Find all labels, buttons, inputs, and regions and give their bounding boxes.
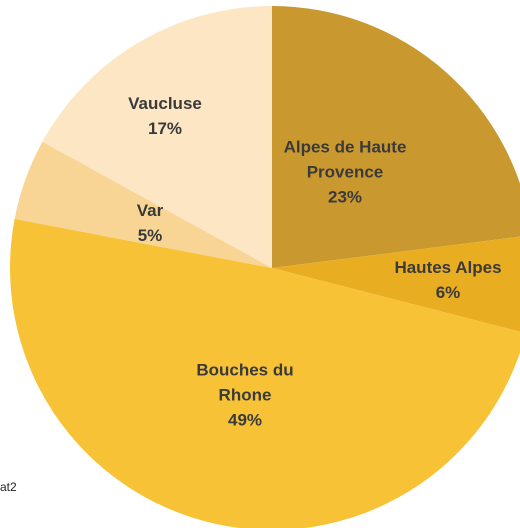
slice-label: Bouches du Rhone 49% [180, 358, 310, 433]
slice-label: Var 5% [120, 198, 180, 248]
slice-label: Vaucluse 17% [115, 91, 215, 141]
pie-slice [272, 236, 520, 332]
pie-slice [272, 6, 520, 268]
slice-name: Hautes Alpes [394, 258, 502, 277]
slice-value: 5% [137, 226, 163, 245]
pie-slice [42, 6, 272, 268]
pie-slice [10, 218, 520, 528]
slice-value: 17% [147, 119, 183, 138]
slice-name: Var [136, 201, 164, 220]
slice-name: Vaucluse [128, 94, 202, 113]
slice-value: 49% [227, 410, 263, 430]
slice-value: 6% [435, 283, 461, 302]
slice-label: Hautes Alpes 6% [378, 255, 518, 305]
slice-name: Bouches du Rhone [196, 360, 294, 405]
sheet-note: at2 [0, 480, 17, 494]
pie-slice [14, 141, 272, 268]
slice-value: 23% [327, 187, 363, 207]
slice-label: Alpes de Haute Provence 23% [270, 135, 420, 210]
slice-name: Alpes de Haute Provence [283, 137, 407, 182]
